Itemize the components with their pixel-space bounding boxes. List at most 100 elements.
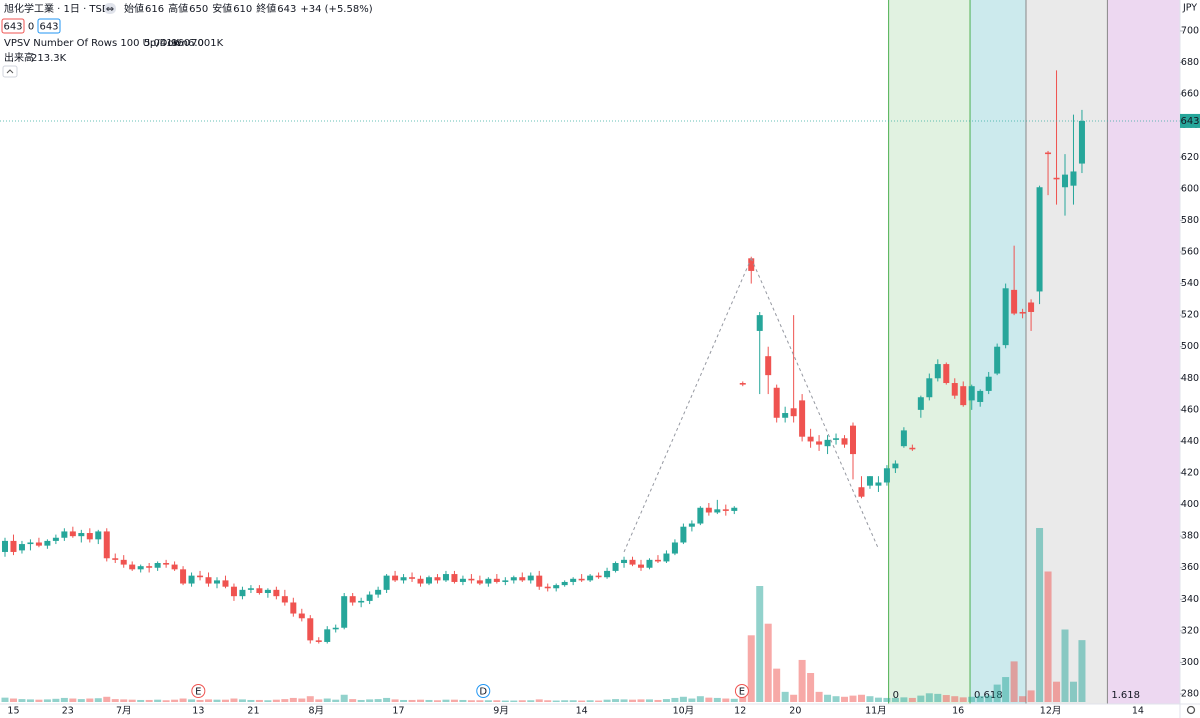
y-tick-label: 300: [1181, 657, 1199, 668]
candle-body: [442, 574, 449, 581]
volume-bar: [52, 698, 60, 702]
volume-bar: [213, 699, 221, 702]
candle-body: [1053, 177, 1060, 180]
candle-body: [688, 523, 695, 527]
time-zone: [888, 0, 971, 704]
volume-bar: [671, 697, 679, 702]
candle-body: [544, 586, 551, 589]
candle-body: [95, 531, 102, 540]
candle-body: [578, 578, 585, 581]
volume-bar: [196, 699, 204, 702]
ohlc-key: 高値: [168, 2, 188, 15]
candle-body: [476, 580, 483, 584]
x-tick-label: 8月: [308, 706, 324, 717]
y-tick-label: 500: [1181, 341, 1199, 352]
volume-bar: [1053, 681, 1061, 702]
volume-bar: [883, 697, 891, 702]
volume-bar: [145, 699, 153, 702]
volume-bar: [874, 697, 882, 702]
candle-body: [680, 526, 687, 543]
sell-button[interactable]: [1, 18, 25, 34]
volume-bar: [832, 696, 840, 702]
volume-bar: [289, 697, 297, 702]
candle-body: [824, 439, 831, 447]
candle-body: [256, 588, 263, 594]
buy-button[interactable]: [37, 18, 61, 34]
ohlc: 始値 616 高値 650 安値 610 終値 643 +34 (+5.58%): [124, 2, 373, 15]
volume-bar: [442, 699, 450, 702]
candle-body: [137, 566, 144, 570]
volume-bar: [645, 699, 653, 702]
volume-bar: [306, 696, 314, 702]
collapse-legend[interactable]: [2, 65, 18, 78]
volume-bar: [968, 696, 976, 702]
volume-bar: [849, 695, 857, 702]
icon: ⇔: [106, 4, 114, 15]
volume-bar: [552, 700, 560, 702]
candle-body: [103, 531, 110, 559]
volume-bar: [620, 699, 628, 702]
candle-body: [951, 383, 958, 396]
candle-body: [570, 578, 577, 582]
candle-body: [595, 575, 602, 578]
candle-body: [120, 559, 127, 565]
candle-body: [1062, 174, 1068, 188]
volume-bar: [959, 697, 967, 702]
candle-body: [1070, 171, 1077, 186]
candle-body: [527, 575, 534, 581]
candle-body: [146, 566, 153, 568]
candle-body: [375, 589, 382, 595]
candle-body: [197, 575, 204, 578]
volume-bar: [1019, 696, 1027, 702]
volume-bar: [595, 700, 603, 702]
volume-bar: [493, 700, 501, 702]
candle-body: [519, 577, 526, 581]
volume-bar: [739, 695, 747, 702]
candle-body: [86, 533, 93, 540]
candle-body: [366, 594, 373, 601]
volume-bar: [137, 699, 145, 702]
volume-bar: [417, 699, 425, 702]
x-tick-label: 9月: [493, 706, 509, 717]
x-tick-label: 20: [789, 706, 801, 717]
collapse-button[interactable]: [104, 3, 116, 14]
candle-body: [247, 588, 254, 590]
candle-body: [392, 575, 399, 581]
y-tick-label: 580: [1181, 215, 1199, 226]
volume-bar: [866, 696, 874, 702]
candle-body: [273, 589, 280, 597]
volume-bar: [315, 699, 323, 702]
volume-bar: [544, 700, 552, 702]
volume-bar: [94, 698, 102, 702]
ohlc-value: 616: [145, 4, 164, 15]
volume-bar: [1069, 681, 1077, 702]
candle-body: [180, 569, 187, 584]
candle-body: [561, 581, 568, 586]
volume-bar: [841, 696, 849, 702]
candle-body: [612, 563, 619, 571]
volume-bar: [459, 699, 467, 702]
zone-label: 0: [893, 690, 899, 701]
settings-icon[interactable]: [1186, 705, 1196, 715]
candle-body: [52, 537, 59, 541]
volume-bar: [696, 696, 704, 702]
volume-bar: [993, 684, 1001, 702]
candles: [2, 70, 1085, 644]
candle-body: [417, 578, 424, 584]
volume-bar: [247, 699, 255, 702]
volume-bar: [476, 700, 484, 702]
volume-bar: [603, 699, 611, 702]
candle-body: [654, 559, 661, 562]
candle-body: [960, 386, 967, 406]
volume-bar: [255, 699, 263, 702]
candle-body: [892, 463, 899, 469]
event-marker: [191, 684, 206, 698]
candle-body: [409, 577, 416, 579]
candle-body: [341, 596, 348, 628]
candle-body: [27, 542, 34, 545]
volume-bar: [713, 697, 721, 702]
volume-bar: [688, 698, 696, 702]
candle-body: [663, 553, 670, 562]
